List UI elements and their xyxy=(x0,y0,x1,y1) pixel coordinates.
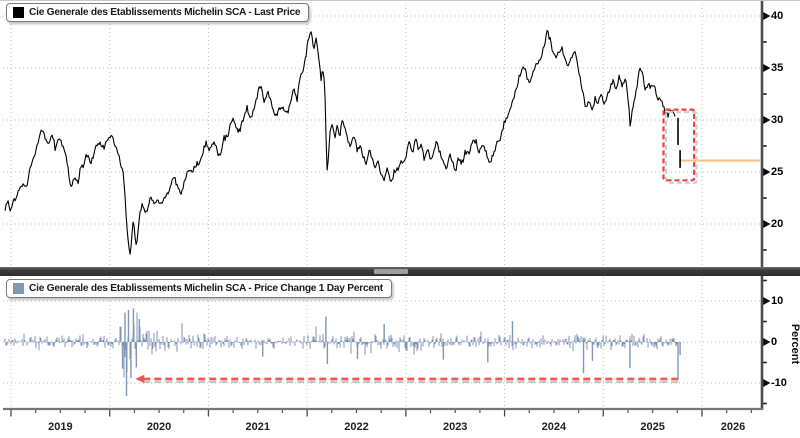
price-tick-arrow-icon xyxy=(763,64,771,72)
year-label: 2022 xyxy=(344,421,369,433)
price-series-label: Cie Generale des Etablissements Michelin… xyxy=(29,7,301,18)
price-tick-label: 35 xyxy=(771,62,784,74)
percent-minor-tick xyxy=(763,361,767,364)
reference-line-arrow-icon xyxy=(135,374,145,384)
year-label: 2024 xyxy=(541,421,567,433)
percent-tick-label: -10 xyxy=(771,377,787,389)
percent-minor-tick xyxy=(763,402,767,405)
percent-tick-arrow-icon xyxy=(763,297,771,305)
year-label: 2026 xyxy=(720,421,746,433)
price-series-swatch xyxy=(13,7,24,18)
percent-axis-title: Percent xyxy=(789,323,800,365)
percent-tick-label: 10 xyxy=(771,295,784,307)
percent-tick-arrow-icon xyxy=(763,379,771,387)
panel-splitter[interactable] xyxy=(0,267,800,276)
percent-minor-tick xyxy=(763,320,767,323)
price-series-legend[interactable]: Cie Generale des Etablissements Michelin… xyxy=(6,3,310,22)
price-tick-arrow-icon xyxy=(763,220,771,228)
price-tick-label: 40 xyxy=(771,10,784,22)
price-minor-tick xyxy=(763,93,767,95)
highlight-box[interactable] xyxy=(662,108,696,182)
price-minor-tick xyxy=(763,249,767,251)
percent-minor-tick xyxy=(763,279,767,282)
year-label: 2019 xyxy=(48,421,73,433)
price-tick-arrow-icon xyxy=(763,12,771,20)
percent-series-legend[interactable]: Cie Generale des Etablissements Michelin… xyxy=(6,279,392,298)
year-label: 2020 xyxy=(146,421,172,433)
price-tick-label: 25 xyxy=(771,166,784,178)
price-tick-label: 20 xyxy=(771,218,784,230)
splitter-handle[interactable] xyxy=(374,269,408,274)
percent-series-label: Cie Generale des Etablissements Michelin… xyxy=(29,283,383,294)
highlight-box-shadow xyxy=(664,110,698,184)
price-tick-label: 30 xyxy=(771,114,784,126)
price-minor-tick xyxy=(763,197,767,199)
year-label: 2025 xyxy=(640,421,665,433)
year-label: 2023 xyxy=(442,421,468,433)
price-line[interactable] xyxy=(4,29,676,255)
year-label: 2021 xyxy=(245,421,271,433)
percent-tick-label: 0 xyxy=(771,336,778,348)
percent-series-swatch xyxy=(13,283,24,294)
percent-tick-arrow-icon xyxy=(763,338,771,346)
price-minor-tick xyxy=(763,145,767,147)
price-tick-arrow-icon xyxy=(763,168,771,176)
percent-bars[interactable] xyxy=(4,308,681,397)
price-minor-tick xyxy=(763,41,767,43)
price-tick-arrow-icon xyxy=(763,116,771,124)
